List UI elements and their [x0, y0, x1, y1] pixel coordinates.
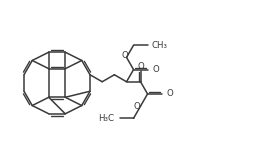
Text: O: O	[121, 51, 128, 60]
Text: O: O	[133, 102, 140, 111]
Text: H₃C: H₃C	[99, 114, 114, 123]
Text: O: O	[152, 65, 159, 74]
Text: O: O	[137, 62, 144, 71]
Text: CH₃: CH₃	[151, 41, 167, 50]
Text: O: O	[167, 89, 173, 98]
